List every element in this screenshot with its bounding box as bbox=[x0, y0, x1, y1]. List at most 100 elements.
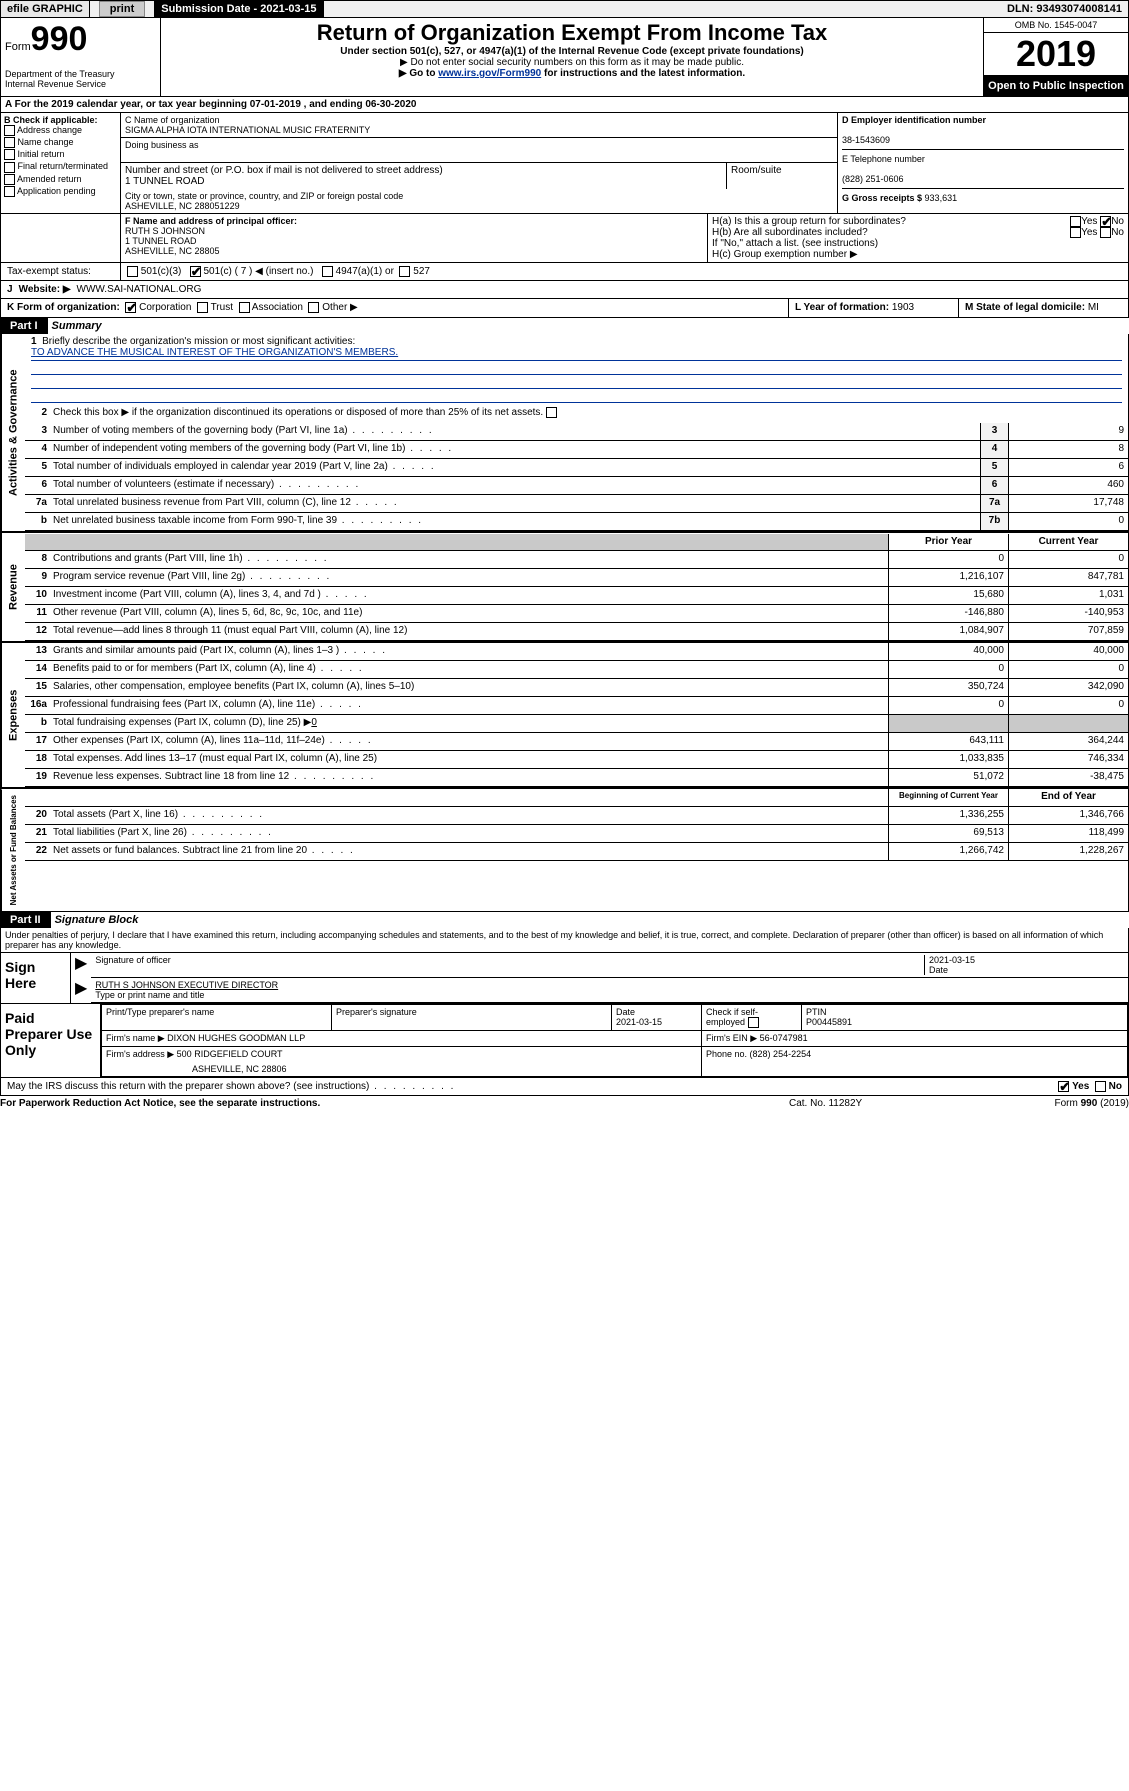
discuss-yes[interactable] bbox=[1058, 1081, 1069, 1092]
omb-number: OMB No. 1545-0047 bbox=[984, 18, 1128, 33]
paid-preparer-block: Paid Preparer Use Only Print/Type prepar… bbox=[0, 1004, 1129, 1078]
dba-label: Doing business as bbox=[125, 140, 833, 150]
i-label: Tax-exempt status: bbox=[1, 263, 121, 280]
dept-label: Department of the Treasury bbox=[5, 69, 156, 79]
gross-receipts: 933,631 bbox=[925, 193, 958, 203]
c-label: C Name of organization bbox=[125, 115, 833, 125]
line-16b: Total fundraising expenses (Part IX, col… bbox=[51, 715, 888, 732]
val-10c: 1,031 bbox=[1008, 587, 1128, 604]
ha-no[interactable] bbox=[1100, 216, 1111, 227]
checkbox-amended[interactable] bbox=[4, 174, 15, 185]
cb-trust[interactable] bbox=[197, 302, 208, 313]
val-17p: 643,111 bbox=[888, 733, 1008, 750]
checkbox-address-change[interactable] bbox=[4, 125, 15, 136]
cb-assoc[interactable] bbox=[239, 302, 250, 313]
firm-name-label: Firm's name ▶ bbox=[106, 1033, 165, 1043]
officer-addr2: ASHEVILLE, NC 28805 bbox=[125, 246, 220, 256]
name-label: Type or print name and title bbox=[95, 990, 204, 1000]
cb-4947[interactable] bbox=[322, 266, 333, 277]
val-16ap: 0 bbox=[888, 697, 1008, 714]
paid-preparer-label: Paid Preparer Use Only bbox=[1, 1004, 101, 1077]
line-19: Revenue less expenses. Subtract line 18 … bbox=[51, 769, 888, 786]
line-13: Grants and similar amounts paid (Part IX… bbox=[51, 643, 888, 660]
phone: (828) 251-0606 bbox=[842, 174, 904, 184]
subtitle-3: ▶ Go to www.irs.gov/Form990 for instruct… bbox=[167, 68, 977, 79]
val-16bc bbox=[1008, 715, 1128, 732]
firm-addr2: ASHEVILLE, NC 28806 bbox=[102, 1062, 702, 1077]
part-i-title: Summary bbox=[48, 318, 1129, 334]
cb-501c[interactable] bbox=[190, 266, 201, 277]
line-8: Contributions and grants (Part VIII, lin… bbox=[51, 551, 888, 568]
begin-year-header: Beginning of Current Year bbox=[888, 789, 1008, 806]
instructions-link[interactable]: www.irs.gov/Form990 bbox=[438, 68, 541, 79]
val-14p: 0 bbox=[888, 661, 1008, 678]
k-label: K Form of organization: bbox=[7, 303, 120, 314]
preparer-table: Print/Type preparer's name Preparer's si… bbox=[101, 1004, 1128, 1077]
val-10p: 15,680 bbox=[888, 587, 1008, 604]
prep-date-label: Date bbox=[616, 1007, 635, 1017]
cb-527[interactable] bbox=[399, 266, 410, 277]
hb-no[interactable] bbox=[1100, 227, 1111, 238]
sign-here-label: Sign Here bbox=[1, 953, 71, 1003]
line-2: Check this box ▶ if the organization dis… bbox=[51, 405, 1128, 423]
f-label: F Name and address of principal officer: bbox=[125, 216, 297, 226]
line-1: 1 Briefly describe the organization's mi… bbox=[25, 334, 1128, 405]
cb-501c3[interactable] bbox=[127, 266, 138, 277]
ptin: P00445891 bbox=[806, 1017, 852, 1027]
arrow-icon: ▶ bbox=[71, 953, 91, 978]
discuss-no[interactable] bbox=[1095, 1081, 1106, 1092]
officer-name-title: RUTH S JOHNSON EXECUTIVE DIRECTOR bbox=[95, 980, 278, 990]
hb-yes[interactable] bbox=[1070, 227, 1081, 238]
header-block-bcd: B Check if applicable: Address change Na… bbox=[0, 113, 1129, 214]
cb-other[interactable] bbox=[308, 302, 319, 313]
cat-no: Cat. No. 11282Y bbox=[789, 1098, 989, 1109]
val-16bp bbox=[888, 715, 1008, 732]
line-18: Total expenses. Add lines 13–17 (must eq… bbox=[51, 751, 888, 768]
line-15: Salaries, other compensation, employee b… bbox=[51, 679, 888, 696]
pra-notice: For Paperwork Reduction Act Notice, see … bbox=[0, 1098, 789, 1109]
header-block-fh: F Name and address of principal officer:… bbox=[0, 214, 1129, 263]
g-label: G Gross receipts $ bbox=[842, 193, 925, 203]
print-button[interactable]: print bbox=[99, 1, 145, 17]
line-11: Other revenue (Part VIII, column (A), li… bbox=[51, 605, 888, 622]
checkbox-name-change[interactable] bbox=[4, 137, 15, 148]
cb-discontinued[interactable] bbox=[546, 407, 557, 418]
row-j: J Website: ▶ WWW.SAI-NATIONAL.ORG bbox=[0, 281, 1129, 299]
val-5: 6 bbox=[1008, 459, 1128, 476]
checkbox-final-return[interactable] bbox=[4, 162, 15, 173]
m-label: M State of legal domicile: bbox=[965, 302, 1088, 313]
line-5: Total number of individuals employed in … bbox=[51, 459, 980, 476]
cb-corp[interactable] bbox=[125, 302, 136, 313]
checkbox-initial-return[interactable] bbox=[4, 149, 15, 160]
val-19c: -38,475 bbox=[1008, 769, 1128, 786]
subtitle-2: ▶ Do not enter social security numbers o… bbox=[167, 57, 977, 68]
side-expenses: Expenses bbox=[1, 643, 25, 787]
line-a: A For the 2019 calendar year, or tax yea… bbox=[0, 97, 1129, 113]
val-13c: 40,000 bbox=[1008, 643, 1128, 660]
val-9c: 847,781 bbox=[1008, 569, 1128, 586]
d-label: D Employer identification number bbox=[842, 115, 986, 125]
print-btn-wrap: print bbox=[90, 1, 155, 17]
val-7a: 17,748 bbox=[1008, 495, 1128, 512]
cb-self-employed[interactable] bbox=[748, 1017, 759, 1028]
line-16a: Professional fundraising fees (Part IX, … bbox=[51, 697, 888, 714]
part-ii-header: Part II Signature Block bbox=[0, 912, 1129, 928]
line-9: Program service revenue (Part VIII, line… bbox=[51, 569, 888, 586]
row-klm: K Form of organization: Corporation Trus… bbox=[0, 299, 1129, 317]
line-21: Total liabilities (Part X, line 26) bbox=[51, 825, 888, 842]
ha-yes[interactable] bbox=[1070, 216, 1081, 227]
val-6: 460 bbox=[1008, 477, 1128, 494]
arrow-icon-2: ▶ bbox=[71, 978, 91, 1003]
side-netassets: Net Assets or Fund Balances bbox=[1, 789, 25, 911]
checkbox-application-pending[interactable] bbox=[4, 186, 15, 197]
val-16ac: 0 bbox=[1008, 697, 1128, 714]
val-22c: 1,228,267 bbox=[1008, 843, 1128, 860]
side-revenue: Revenue bbox=[1, 533, 25, 641]
val-19p: 51,072 bbox=[888, 769, 1008, 786]
val-18c: 746,334 bbox=[1008, 751, 1128, 768]
val-22p: 1,266,742 bbox=[888, 843, 1008, 860]
line-17: Other expenses (Part IX, column (A), lin… bbox=[51, 733, 888, 750]
room-label: Room/suite bbox=[727, 163, 837, 189]
submission-date: Submission Date - 2021-03-15 bbox=[155, 1, 323, 17]
dln-label: DLN: 93493074008141 bbox=[1001, 1, 1128, 17]
